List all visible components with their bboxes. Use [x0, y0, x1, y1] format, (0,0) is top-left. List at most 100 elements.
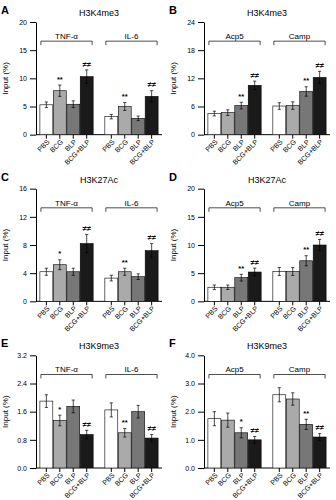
error-bar — [45, 102, 48, 108]
y-tick-mark — [198, 217, 204, 218]
x-tick-label: PBS — [101, 305, 116, 320]
y-tick-mark — [30, 217, 36, 218]
x-tick-label: BCG+BLP — [231, 305, 259, 333]
error-bar — [123, 268, 126, 275]
bar — [53, 265, 66, 302]
x-tick-mark — [292, 468, 293, 472]
y-tick-mark — [30, 22, 36, 23]
error-bar — [305, 256, 308, 266]
gene-label: IL-6 — [125, 365, 139, 374]
x-tick-label: BCG — [282, 138, 298, 154]
x-axis: PBSBCGBLPBCG+BLP — [204, 135, 259, 166]
plot-area — [40, 234, 158, 301]
error-bar — [240, 274, 243, 281]
x-tick: BCG — [282, 301, 298, 320]
y-tick: 10 — [19, 75, 36, 82]
gene-bracket — [274, 41, 325, 45]
bar — [132, 412, 145, 468]
y-tick-label: 5 — [23, 103, 27, 110]
bar — [105, 410, 118, 468]
bar — [40, 401, 53, 468]
y-tick-label: 2.0 — [185, 408, 195, 415]
error-bar — [278, 103, 281, 110]
y-tick-mark — [198, 301, 204, 302]
x-axis: PBSBCGBLPBCG+BLP — [36, 468, 91, 499]
error-bar — [318, 71, 321, 83]
gene-bracket — [106, 41, 157, 45]
bar — [67, 406, 80, 468]
title: H3K9me3 — [247, 341, 287, 351]
x-tick: BCG+BLP — [296, 301, 324, 332]
x-tick-mark — [214, 135, 215, 139]
y-tick-label: 3.2 — [17, 352, 27, 359]
x-tick-mark — [59, 468, 60, 472]
error-bar — [240, 102, 243, 109]
bar — [67, 104, 80, 134]
error-bar — [305, 419, 308, 429]
x-tick-mark — [227, 135, 228, 139]
error-bar — [253, 436, 256, 443]
error-bar — [318, 434, 321, 441]
y-tick-label: 0 — [23, 298, 27, 305]
x-tick-label: PBS — [269, 138, 284, 153]
x-tick-label: PBS — [36, 138, 51, 153]
x-axis: PBSBCGBLPBCG+BLP — [204, 301, 259, 332]
x-tick-mark — [111, 135, 112, 139]
y-tick-label: 20 — [19, 19, 27, 26]
y-tick-label: 15 — [187, 214, 195, 221]
y-tick-mark — [30, 78, 36, 79]
x-tick-label: BCG — [114, 471, 130, 487]
panel-label: F — [169, 337, 176, 349]
y-tick-mark — [30, 355, 36, 356]
significance-label: ≠≠ — [316, 229, 325, 238]
x-tick: BCG — [217, 468, 233, 487]
x-tick: BCG+BLP — [231, 468, 259, 499]
x-tick: BCG — [282, 468, 298, 487]
gene-bracket — [41, 208, 92, 212]
significance-label: ** — [122, 92, 128, 101]
y-tick-mark — [30, 301, 36, 302]
error-bar — [72, 268, 75, 275]
y-tick-mark — [30, 135, 36, 136]
x-tick-mark — [319, 301, 320, 305]
figure: 0 5 10 15 20 PBSBCGBLPBCG+BLP PBSBCGBLPBCG+BLP… — [0, 0, 336, 500]
x-tick-mark — [86, 301, 87, 305]
significance-label: * — [58, 249, 61, 258]
y-tick: 2.4 — [17, 380, 36, 387]
error-bar — [291, 393, 294, 405]
gene-label: Acp5 — [225, 199, 244, 208]
y-axis-line — [204, 23, 205, 136]
x-tick: BCG — [114, 135, 130, 154]
x-tick: BCG — [49, 468, 65, 487]
plot-area — [208, 71, 326, 134]
gene-label: Camp — [289, 32, 311, 41]
x-tick-label: PBS — [101, 138, 116, 153]
x-tick-mark — [73, 468, 74, 472]
x-tick-mark — [319, 468, 320, 472]
x-tick: BCG+BLP — [128, 135, 156, 166]
gene-bracket — [274, 374, 325, 378]
bar — [286, 271, 299, 301]
x-tick-mark — [319, 135, 320, 139]
x-tick-mark — [254, 468, 255, 472]
y-tick: 0.0 — [17, 465, 36, 472]
y-tick-mark — [198, 384, 204, 385]
x-tick-mark — [46, 468, 47, 472]
y-tick-label: 0.8 — [17, 437, 27, 444]
x-tick: BCG+BLP — [63, 301, 91, 332]
y-tick-label: 0.0 — [185, 465, 195, 472]
x-tick-label: BCG+BLP — [63, 305, 91, 333]
y-tick: 12 — [187, 75, 204, 82]
significance-label: ** — [238, 264, 244, 273]
y-axis: 06121824 — [187, 19, 204, 139]
x-tick-mark — [46, 301, 47, 305]
bar — [300, 91, 313, 134]
gene-label: Acp5 — [225, 365, 244, 374]
panel-label: A — [1, 4, 9, 16]
y-axis-title: Input (%) — [1, 228, 10, 261]
bar — [313, 245, 326, 301]
y-tick-label: 1.6 — [17, 408, 27, 415]
x-tick-label: PBS — [269, 305, 284, 320]
y-tick: 4.0 — [185, 352, 204, 359]
y-tick: 15 — [19, 47, 36, 54]
